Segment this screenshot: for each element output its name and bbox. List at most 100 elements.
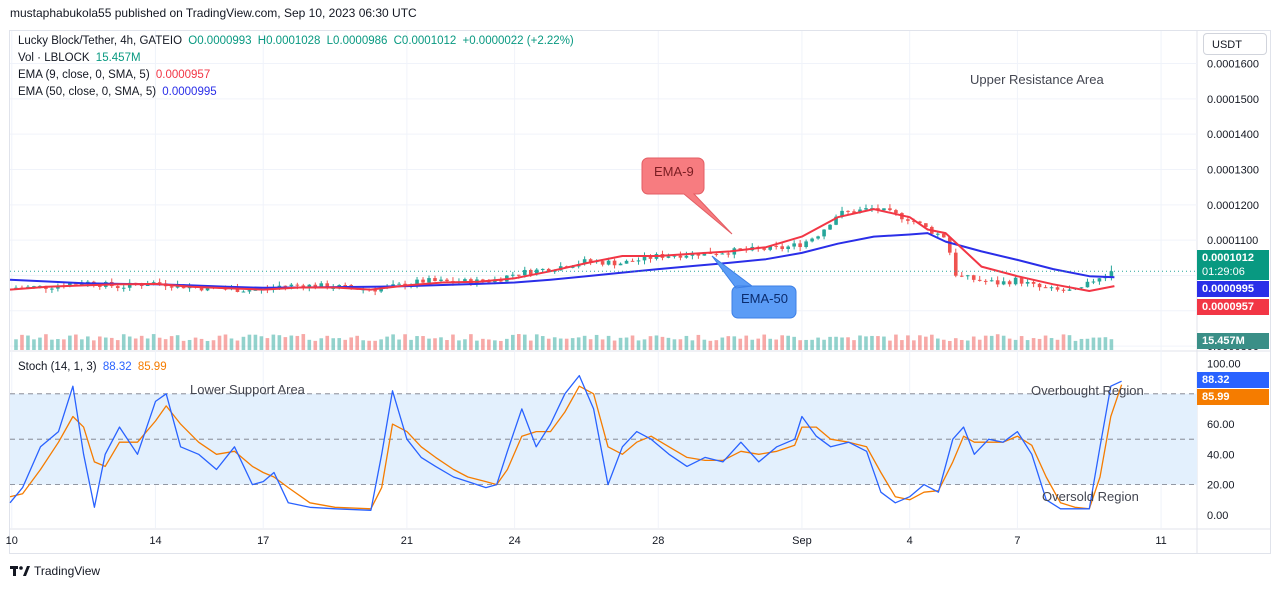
oversold-label: Oversold Region <box>1042 489 1139 504</box>
volume-bar <box>720 337 725 350</box>
stoch-tick-label: 100.00 <box>1207 359 1241 371</box>
stoch-d-tag: 85.99 <box>1197 389 1269 405</box>
volume-bar <box>534 334 539 350</box>
candle-body <box>582 259 587 265</box>
volume-bar <box>133 338 138 350</box>
candle-body <box>918 221 922 224</box>
volume-bar <box>121 334 126 350</box>
volume-bar <box>989 335 994 350</box>
candle-body <box>289 284 294 287</box>
volume-bar <box>852 340 856 350</box>
candle-body <box>828 224 832 230</box>
volume-bar <box>822 339 826 350</box>
currency-button[interactable]: USDT <box>1203 33 1267 55</box>
volume-bar <box>1085 338 1090 350</box>
time-tick-label: 21 <box>401 535 413 547</box>
volume-bar <box>642 339 647 350</box>
volume-bar <box>858 335 862 350</box>
candle-body <box>1091 281 1096 283</box>
ema9-callout-text: EMA-9 <box>654 164 694 179</box>
volume-bar <box>816 337 820 350</box>
candle-body <box>1007 281 1012 285</box>
volume-bar <box>1007 338 1012 350</box>
candle-body <box>882 208 886 211</box>
volume-bar <box>1073 340 1078 350</box>
candle-body <box>247 290 252 292</box>
price-tick-label: 0.0001300 <box>1207 165 1259 177</box>
candle-body <box>947 237 952 253</box>
candle-body <box>624 260 629 264</box>
candle-body <box>223 288 228 290</box>
candle-body <box>463 279 467 282</box>
volume-bar <box>115 340 120 350</box>
volume-bar <box>995 334 1000 350</box>
volume-bar <box>103 337 108 350</box>
candle-body <box>241 291 246 293</box>
volume-bar <box>62 339 66 350</box>
volume-bar <box>834 336 838 350</box>
time-tick-label: 17 <box>257 535 269 547</box>
price-change: +0.0000022 (+2.22%) <box>462 35 574 47</box>
candle-body <box>941 233 946 238</box>
stoch-band-background <box>10 393 1197 485</box>
ema50-price-tag: 0.0000995 <box>1197 281 1269 297</box>
candle-body <box>1043 287 1048 289</box>
volume-bar <box>397 339 401 350</box>
candle-body <box>391 284 395 287</box>
candle-body <box>714 253 719 255</box>
volume-legend: Vol · LBLOCK 15.457M <box>18 52 144 64</box>
candle-body <box>439 279 443 282</box>
stoch-d-line <box>9 384 1123 510</box>
lower-support-label: Lower Support Area <box>190 382 305 397</box>
volume-bar <box>552 337 557 350</box>
candle-body <box>1097 278 1102 282</box>
volume-bar <box>666 337 671 350</box>
candle-body <box>588 259 593 262</box>
tradingview-logo[interactable]: TradingView <box>10 564 100 578</box>
volume-bar <box>193 337 198 350</box>
volume-bar <box>1067 335 1072 350</box>
volume-bar <box>487 339 491 350</box>
ohlc-high: H0.0001028 <box>257 35 321 47</box>
candle-body <box>1037 283 1042 288</box>
volume-bar <box>445 340 449 350</box>
candle-body <box>666 256 671 258</box>
candle-body <box>822 229 826 237</box>
volume-bar <box>702 339 707 350</box>
candle-body <box>774 245 778 247</box>
volume-bar <box>283 337 288 350</box>
candle-body <box>953 252 958 276</box>
volume-bar <box>696 334 701 350</box>
candle-body <box>977 279 982 281</box>
candle-body <box>630 260 635 262</box>
candle-body <box>1013 277 1018 285</box>
symbol-name: Lucky Block/Tether, 4h, GATEIO <box>18 35 183 47</box>
candle-body <box>421 279 425 283</box>
volume-bar <box>840 337 844 350</box>
time-tick-label: 28 <box>652 535 664 547</box>
volume-bar <box>511 334 515 350</box>
candle-body <box>50 288 54 290</box>
time-tick-label: 14 <box>149 535 161 547</box>
ema50-legend: EMA (50, close, 0, SMA, 5) 0.0000995 <box>18 86 220 98</box>
volume-bar <box>924 336 928 350</box>
candle-body <box>379 288 383 292</box>
bar-countdown: 01:29:06 <box>1202 266 1245 278</box>
candle-body <box>894 210 898 214</box>
candle-body <box>852 211 856 213</box>
volume-bar <box>953 338 958 350</box>
ema9-line <box>9 208 1115 292</box>
volume-bar <box>678 339 683 350</box>
volume-bar <box>277 335 282 350</box>
candle-body <box>145 284 150 286</box>
volume-bar <box>307 339 312 350</box>
ema50-line <box>9 232 1115 289</box>
stoch-legend: Stoch (14, 1, 3) 88.32 85.99 <box>18 361 170 373</box>
candle-body <box>618 263 623 266</box>
stoch-d-value: 85.99 <box>137 361 167 373</box>
price-tick-label: 0.0001400 <box>1207 129 1259 141</box>
candle-body <box>738 248 743 250</box>
volume-bar <box>558 338 563 350</box>
volume-bar <box>421 336 425 350</box>
volume-bar <box>1001 335 1006 350</box>
